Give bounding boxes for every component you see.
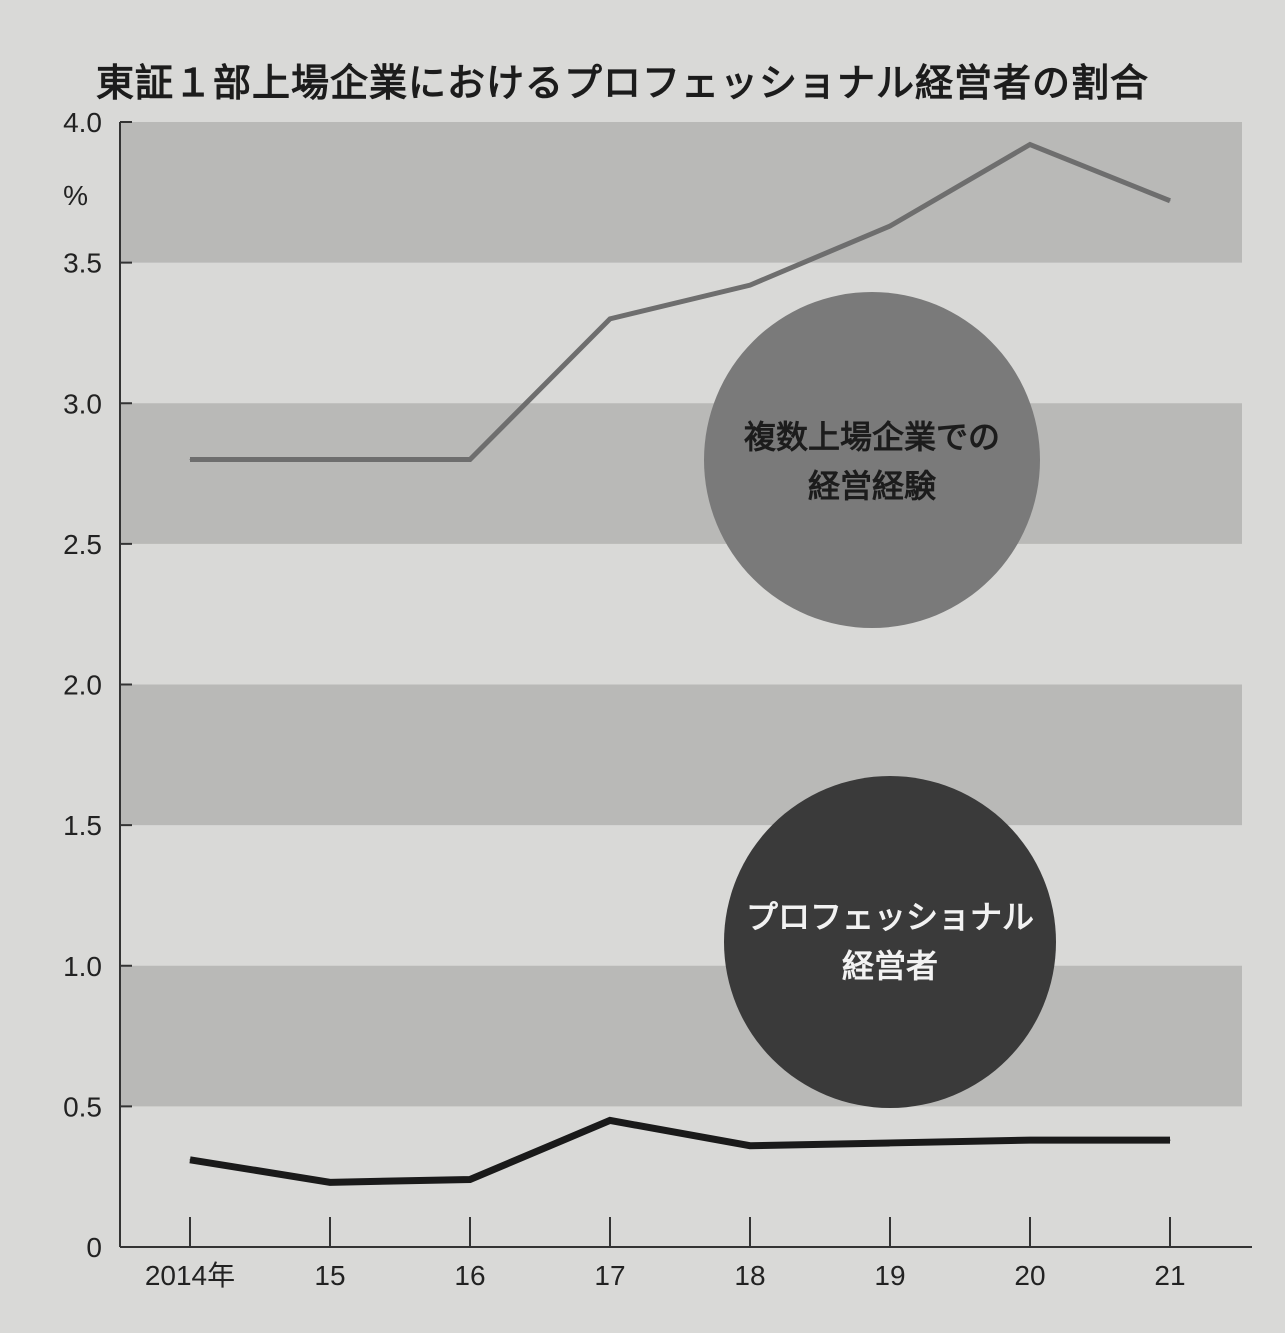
chart-title: 東証１部上場企業におけるプロフェッショナル経営者の割合 <box>96 61 1150 105</box>
data-point <box>1029 144 1031 145</box>
grid-band <box>120 122 1242 263</box>
y-tick-label: 3.5 <box>63 248 102 279</box>
y-tick-label: 2.0 <box>63 670 102 701</box>
x-tick-label: 19 <box>874 1260 905 1291</box>
x-tick-label: 15 <box>314 1260 345 1291</box>
data-point <box>1169 1139 1171 1141</box>
x-tick-label: 17 <box>594 1260 625 1291</box>
series-label-text: 経営者 <box>842 947 938 985</box>
x-tick-label: 21 <box>1154 1260 1185 1291</box>
data-point <box>469 1179 471 1180</box>
y-tick-label: 1.0 <box>63 951 102 982</box>
x-tick-label: 2014年 <box>145 1260 235 1291</box>
data-point <box>889 225 891 227</box>
x-tick-label: 18 <box>734 1260 765 1291</box>
series-label-text: プロフェッショナル <box>746 898 1034 936</box>
y-tick-label: 3.0 <box>63 388 102 419</box>
y-tick-label: 1.5 <box>63 810 102 841</box>
data-point <box>889 1142 891 1144</box>
series-label-text: 経営経験 <box>808 467 937 505</box>
data-point <box>609 1119 611 1121</box>
data-point <box>749 284 751 286</box>
series-label-bubble <box>704 292 1040 628</box>
grid-band <box>120 965 1242 1107</box>
y-tick-label: 0 <box>86 1232 102 1263</box>
series-line <box>189 1116 1170 1186</box>
y-tick-label: 0.5 <box>63 1091 102 1122</box>
series-line <box>190 141 1171 462</box>
data-point <box>329 459 331 460</box>
x-tick-label: 16 <box>454 1260 485 1291</box>
data-point <box>609 318 611 320</box>
y-unit-label: % <box>63 180 88 211</box>
data-point <box>749 1145 751 1147</box>
y-tick-label: 2.5 <box>63 529 102 560</box>
data-point <box>1169 200 1171 202</box>
series-label-text: 複数上場企業での <box>744 418 1000 456</box>
data-point <box>329 1181 331 1183</box>
data-point <box>189 459 191 460</box>
y-tick-label: 4.0 <box>63 107 102 138</box>
series-label-bubble <box>724 776 1056 1108</box>
grid-band <box>120 403 1242 544</box>
data-point <box>1029 1139 1031 1141</box>
x-tick-label: 20 <box>1014 1260 1045 1291</box>
grid-band <box>120 684 1242 826</box>
data-point <box>469 459 471 460</box>
data-point <box>189 1159 191 1161</box>
